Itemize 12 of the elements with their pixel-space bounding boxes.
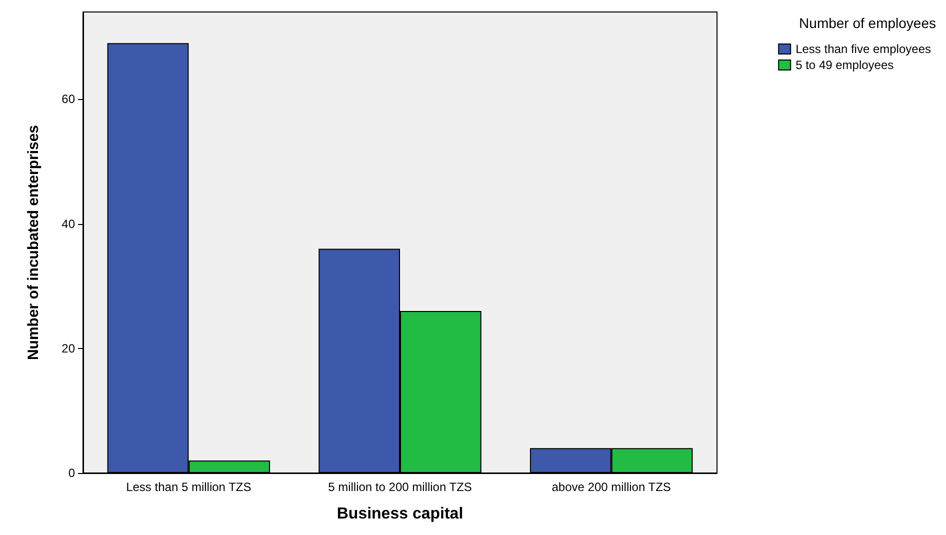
- y-tick-label: 0: [68, 466, 76, 480]
- x-tick-label: Less than 5 million TZS: [126, 480, 252, 494]
- x-tick-label: above 200 million TZS: [552, 480, 671, 494]
- y-tick-label: 60: [62, 92, 76, 106]
- legend-label: 5 to 49 employees: [796, 58, 894, 72]
- x-tick-label: 5 million to 200 million TZS: [328, 480, 472, 494]
- y-axis-title: Number of incubated enterprises: [25, 124, 42, 360]
- y-tick-label: 20: [62, 341, 76, 356]
- y-tick-label: 40: [62, 216, 76, 231]
- x-axis-title: Business capital: [336, 506, 464, 522]
- legend-label: Less than five employees: [796, 42, 932, 56]
- legend-title: Number of employees: [799, 15, 936, 31]
